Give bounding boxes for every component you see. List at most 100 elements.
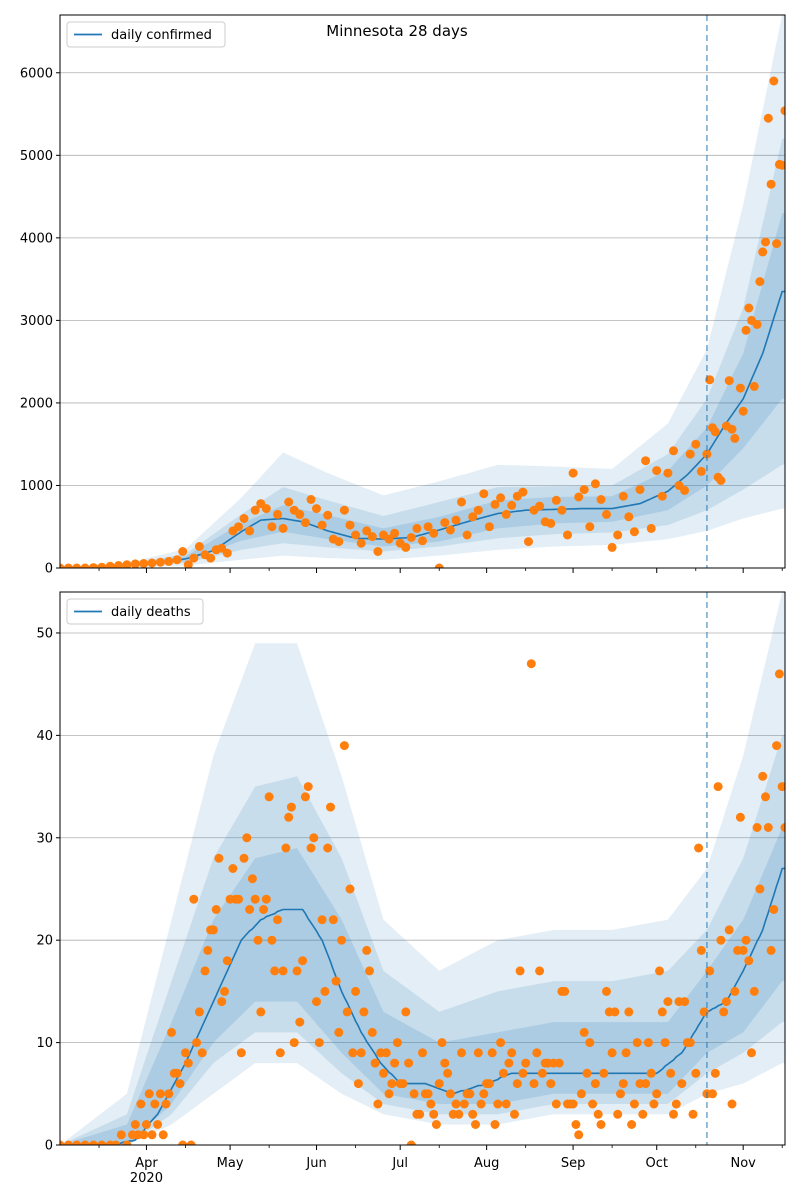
data-point [638,1109,648,1119]
data-point [666,1068,676,1078]
data-point [404,1058,414,1068]
data-point [629,1099,639,1109]
y-tick-label: 3000 [20,314,53,329]
y-tick-label: 6000 [20,66,53,81]
data-point [758,771,768,781]
data-point [381,1048,391,1058]
data-point [181,1048,190,1058]
data-point [284,497,294,507]
data-point [574,1130,584,1140]
data-point [89,563,98,568]
data-point [730,986,740,996]
data-point [582,1068,592,1078]
data-point [130,1120,140,1129]
data-point [256,1007,266,1017]
data-point [72,563,82,568]
data-point [97,1140,107,1145]
data-point [172,1068,182,1078]
data-point [306,495,316,504]
confirmed-panel: 0 1000 2000 3000 4000 5000 6000 daily confirmed [20,14,786,577]
data-point [331,976,341,986]
data-point [763,113,773,123]
data-point [342,1007,352,1017]
data-point [713,782,723,792]
data-point [373,547,383,556]
data-point [490,499,500,509]
data-point [769,76,779,86]
data-point [735,383,745,393]
data-point [194,542,204,551]
y-tick-label: 20 [36,934,53,949]
data-point [345,884,355,894]
data-point [462,530,472,540]
data-point [245,905,255,914]
data-point [253,935,263,945]
data-point [337,935,347,945]
data-point [702,449,712,459]
data-point [629,527,639,537]
x-tick-label: Oct [645,1156,667,1171]
data-point [418,536,427,546]
data-point [398,1079,408,1089]
data-point [774,669,784,679]
data-point [579,485,589,495]
data-point [593,1109,603,1119]
data-point [607,542,617,552]
data-point [576,1089,586,1099]
data-point [635,485,645,495]
data-point [504,1058,514,1068]
chart-title: Minnesota 28 days [326,22,468,40]
data-point [239,514,249,523]
data-point [468,512,478,522]
data-point [741,325,751,335]
data-point [72,1140,82,1145]
data-point [418,1048,427,1058]
y-tick-label: 0 [45,1139,53,1154]
data-point [339,505,349,515]
data-point [150,1099,160,1109]
data-point [155,557,165,567]
data-point [627,1120,637,1129]
data-point [641,456,651,466]
data-point [286,802,296,812]
data-point [643,1038,653,1048]
data-point [755,884,765,894]
data-point [434,563,444,568]
data-point [518,487,528,497]
data-point [652,1089,662,1099]
data-point [510,1109,519,1119]
data-point [471,1120,480,1129]
data-point [710,1068,720,1078]
y-tick-label: 1000 [20,479,53,494]
data-point [431,1120,441,1129]
data-point [437,1038,447,1048]
plot-area [60,592,785,1145]
data-point [222,956,232,966]
data-point [546,1079,556,1089]
data-point [501,1099,511,1109]
data-point [242,833,252,843]
axes-frame [59,14,786,569]
x-tick-label: Aug [474,1156,499,1171]
data-point [261,504,271,514]
data-point [752,320,762,329]
data-point [599,1068,609,1078]
data-point [518,1068,528,1078]
data-point [384,1089,394,1099]
data-point [390,528,400,538]
data-point [415,1109,425,1119]
data-point [409,1089,419,1099]
data-point [356,538,366,548]
data-point [602,986,611,996]
legend-box [66,21,226,48]
data-point [618,491,628,501]
data-point [621,1048,631,1058]
data-point [646,1068,656,1078]
data-point [214,853,224,863]
x-tick-sublabel: 2020 [130,1171,163,1186]
data-point [457,497,466,507]
data-point [468,1109,478,1119]
data-point [211,905,221,914]
data-point [228,864,238,873]
data-point [387,1079,397,1089]
